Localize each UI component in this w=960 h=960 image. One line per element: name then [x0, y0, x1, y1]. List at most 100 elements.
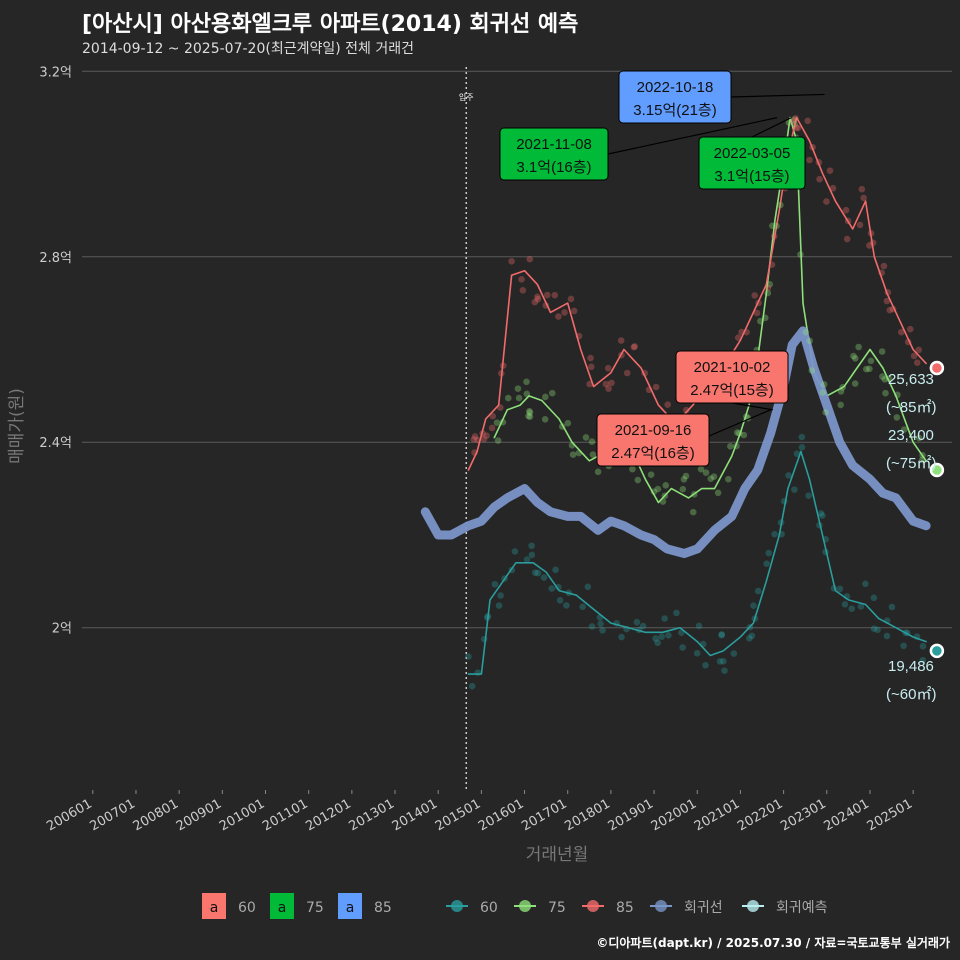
transaction-dot	[792, 124, 800, 131]
transaction-dot	[743, 413, 750, 420]
transaction-dot	[523, 378, 530, 386]
transaction-dot	[588, 438, 596, 445]
transaction-dot	[718, 631, 725, 639]
annotation-box	[675, 350, 789, 404]
transaction-dot	[755, 299, 762, 307]
transaction-dot	[569, 451, 577, 458]
transaction-dot	[556, 597, 564, 604]
transaction-dot	[733, 442, 740, 450]
transaction-dot	[623, 369, 631, 377]
move-in-label: 입주	[459, 93, 474, 102]
x-tick-label: 200701	[87, 796, 137, 834]
transaction-dot	[596, 614, 604, 621]
transaction-dot	[743, 328, 750, 336]
transaction-dot	[665, 632, 672, 639]
x-tick-label: 201401	[390, 796, 440, 834]
annotation-box	[698, 136, 806, 190]
transaction-dot	[844, 217, 852, 225]
transaction-dot	[790, 116, 798, 124]
y-tick-label: 3.2억	[39, 65, 72, 80]
transaction-dot	[525, 412, 532, 420]
transaction-dot	[820, 381, 828, 388]
transaction-dot	[682, 406, 690, 414]
transaction-dot	[695, 622, 703, 630]
transaction-dot	[682, 472, 690, 480]
transaction-dot	[707, 475, 715, 482]
transaction-dot	[714, 489, 722, 497]
transaction-dot	[806, 156, 813, 164]
transaction-dot	[654, 485, 662, 493]
prediction-value-60: 19,486	[888, 658, 934, 675]
transaction-dot	[919, 451, 926, 459]
legend-marker	[519, 900, 531, 912]
transaction-dot	[764, 289, 772, 297]
transaction-dot	[910, 352, 918, 360]
annotation-price: 2.47억(15층)	[690, 382, 773, 399]
transaction-dot	[483, 614, 491, 621]
annotation-leader	[730, 93, 825, 98]
legend-label: 75	[306, 900, 324, 916]
transaction-dot	[641, 369, 649, 377]
transaction-dot	[900, 642, 907, 650]
transaction-dot	[770, 232, 778, 240]
transaction-dot	[561, 309, 568, 316]
transaction-dot	[494, 437, 502, 444]
transaction-dot	[851, 355, 859, 362]
transaction-dot	[886, 306, 894, 314]
transaction-dot	[808, 367, 816, 374]
transaction-dot	[888, 603, 896, 611]
transaction-dot	[699, 640, 707, 648]
transaction-dot	[515, 394, 523, 402]
transaction-dot	[597, 620, 604, 628]
transaction-dot	[518, 276, 525, 283]
transaction-dot	[797, 251, 804, 258]
transaction-dot	[778, 530, 785, 538]
transaction-dot	[526, 413, 534, 421]
transaction-dot	[534, 569, 542, 577]
transaction-dot	[654, 639, 661, 647]
transaction-dot	[837, 388, 845, 395]
transaction-dot	[542, 302, 550, 309]
transaction-dot	[733, 429, 741, 436]
transaction-dot	[531, 569, 539, 576]
transaction-dot	[754, 587, 762, 595]
transaction-dot	[913, 633, 921, 640]
transaction-dot	[680, 476, 688, 483]
transaction-dot	[734, 334, 742, 341]
transaction-dot	[468, 682, 476, 690]
x-tick-label: 201601	[476, 796, 526, 834]
transaction-dot	[857, 603, 865, 610]
transaction-dot	[678, 629, 685, 636]
transaction-dot	[570, 307, 578, 315]
transaction-dot	[870, 625, 878, 633]
prediction-point-60	[929, 643, 945, 659]
transaction-dot	[918, 456, 926, 464]
transaction-dot	[848, 605, 856, 612]
transaction-dot	[805, 492, 812, 499]
transaction-dot	[543, 291, 551, 299]
annotation-leader	[607, 117, 778, 155]
transaction-dot	[751, 292, 758, 299]
annotation-box	[596, 413, 710, 467]
annotation-leader	[751, 117, 792, 138]
transaction-dot	[791, 486, 798, 493]
transaction-dot	[526, 407, 533, 415]
transaction-dot	[817, 510, 825, 517]
transaction-dot	[816, 521, 823, 529]
transaction-dot	[552, 566, 559, 574]
transaction-dot	[617, 337, 625, 344]
transaction-dot	[514, 385, 522, 392]
transaction-dot	[790, 118, 797, 126]
transaction-dot	[751, 615, 759, 622]
transaction-dot	[836, 585, 844, 593]
transaction-dot	[484, 612, 492, 620]
annotation-date: 2021-11-08	[516, 136, 592, 153]
transaction-dot	[491, 580, 499, 588]
transaction-dot	[915, 434, 923, 442]
y-axis-title: 매매가(원)	[7, 388, 27, 464]
transaction-dot	[563, 602, 570, 609]
series-line-reg	[420, 326, 931, 558]
transaction-dot	[605, 385, 612, 392]
transaction-dot	[721, 667, 728, 674]
annotation-date: 2021-10-02	[694, 359, 771, 376]
